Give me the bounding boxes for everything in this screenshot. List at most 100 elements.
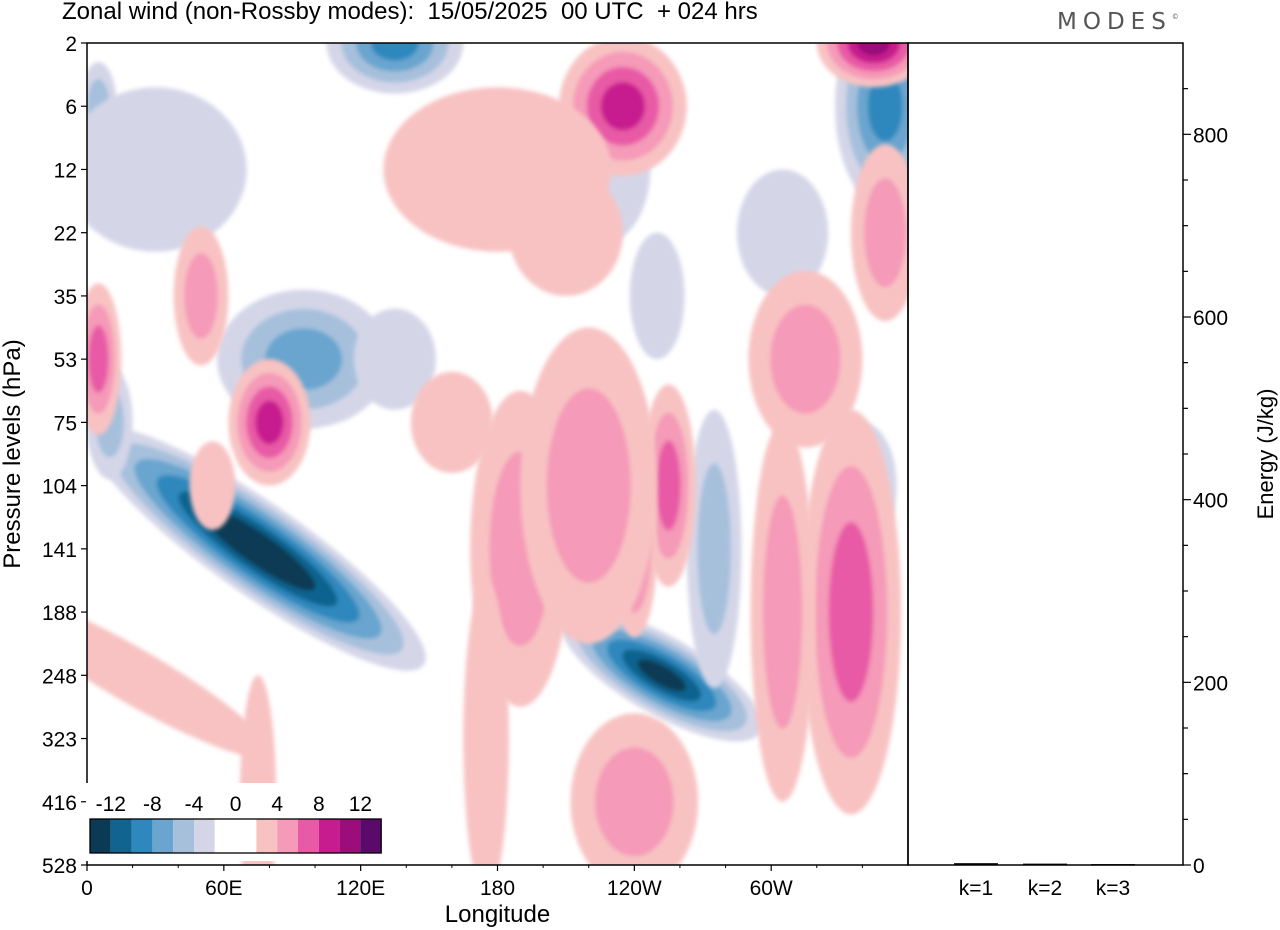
contour-level (546, 388, 631, 583)
colorbar-swatch (194, 819, 215, 853)
y-axis-label: Pressure levels (hPa) (0, 339, 26, 568)
energy-bars: k=1 k=2 k=3 (954, 863, 1135, 900)
colorbar-swatch (90, 819, 111, 853)
bar-category-label: k=1 (959, 877, 993, 900)
contour-feature (800, 409, 902, 815)
contour-level (463, 580, 509, 865)
contour-feature (326, 43, 464, 94)
contour-feature (87, 283, 122, 436)
contour-feature (353, 308, 436, 410)
y-tick-label: 75 (54, 412, 77, 435)
contour-feature (561, 609, 763, 742)
contour-feature (463, 580, 509, 865)
contour-feature (736, 169, 829, 296)
contour-level (222, 523, 294, 575)
colorbar-swatch (110, 819, 132, 853)
contour-level (87, 592, 271, 758)
y-tick-label: 141 (42, 539, 77, 562)
y-tick-label: 35 (54, 286, 77, 309)
colorbar-label: 8 (313, 793, 325, 816)
modes-logo: MODES© (1057, 9, 1179, 35)
contour-level (828, 522, 874, 703)
bar-category-label: k=3 (1096, 877, 1130, 900)
bar-category-label: k=2 (1028, 877, 1062, 900)
colorbar-label: -4 (185, 793, 204, 816)
colorbar-swatch (318, 819, 340, 853)
y-tick-label: 6 (65, 96, 77, 119)
colorbar-label: 12 (349, 793, 372, 816)
energy-tick-label: 400 (1193, 490, 1228, 513)
contour-level (255, 400, 284, 445)
colorbar-label: 0 (230, 793, 242, 816)
contour-feature (508, 169, 623, 296)
y-tick-label: 188 (42, 602, 77, 625)
contour-level (857, 43, 891, 56)
colorbar-swatch (256, 819, 278, 853)
contour-level (410, 371, 493, 473)
colorbar-swatch (235, 819, 257, 853)
colorbar-swatch (131, 819, 153, 853)
x-tick-label: 120W (607, 877, 662, 900)
colorbar-swatch (214, 819, 236, 853)
y-tick-label: 323 (42, 729, 77, 752)
contour-level (508, 169, 623, 296)
x-tick-label: 60W (750, 877, 793, 900)
contour-feature (520, 327, 658, 644)
contour-feature (686, 409, 742, 688)
heatmap-field (87, 43, 908, 865)
colorbar-swatch (298, 819, 319, 853)
colorbar-frame (89, 818, 382, 854)
contour-feature (629, 232, 685, 360)
x-axis-label: Longitude (445, 901, 550, 928)
contour-feature (87, 87, 247, 252)
contour-level (762, 495, 803, 729)
contour-level (864, 178, 907, 288)
contour-level (656, 440, 681, 531)
y-tick-label: 53 (54, 349, 77, 372)
colorbar-label: -12 (96, 793, 126, 816)
contour-level (637, 659, 687, 692)
contour-feature (228, 359, 311, 486)
contour-level (697, 463, 731, 635)
contour-feature (410, 371, 493, 473)
contour-feature (748, 270, 863, 448)
contour-level (184, 253, 218, 339)
contour-feature (570, 713, 699, 865)
x-tick-label: 60E (205, 877, 242, 900)
energy-bar-k1 (954, 863, 998, 865)
energy-tick-label: 600 (1193, 307, 1228, 330)
y-tick-label: 2 (65, 33, 77, 56)
contour-level (867, 71, 903, 142)
energy-tick-label: 800 (1193, 124, 1228, 147)
contour-level (770, 304, 841, 414)
energy-bar-k2 (1023, 863, 1067, 866)
x-tick-label: 120E (336, 877, 385, 900)
energy-axis-label: Energy (J/kg) (1253, 389, 1278, 520)
energy-tick-label: 0 (1193, 855, 1205, 878)
colorbar: -12 -8 -4 0 4 8 12 (86, 783, 386, 861)
y-tick-label: 12 (54, 159, 77, 182)
y-tick-label: 104 (42, 476, 77, 499)
y-tick-label: 22 (54, 223, 77, 246)
colorbar-swatch (173, 819, 194, 853)
contour-feature (850, 144, 908, 322)
colorbar-swatch (339, 819, 361, 853)
contour-level (371, 43, 419, 61)
y-tick-label: 248 (42, 665, 77, 688)
colorbar-swatch (152, 819, 174, 853)
energy-bar-k3 (1091, 864, 1135, 866)
contour-feature (750, 422, 815, 802)
contour-level (600, 82, 646, 131)
colorbar-label: -8 (143, 793, 162, 816)
contour-level (87, 87, 247, 252)
contour-level (88, 325, 109, 393)
colorbar-swatch (360, 819, 382, 853)
contour-feature (87, 592, 271, 758)
contour-level (736, 169, 829, 296)
contour-feature (173, 226, 229, 366)
contour-feature (816, 43, 908, 88)
colorbar-swatch (277, 819, 298, 853)
contour-level (595, 747, 674, 857)
contour-level (189, 441, 236, 530)
